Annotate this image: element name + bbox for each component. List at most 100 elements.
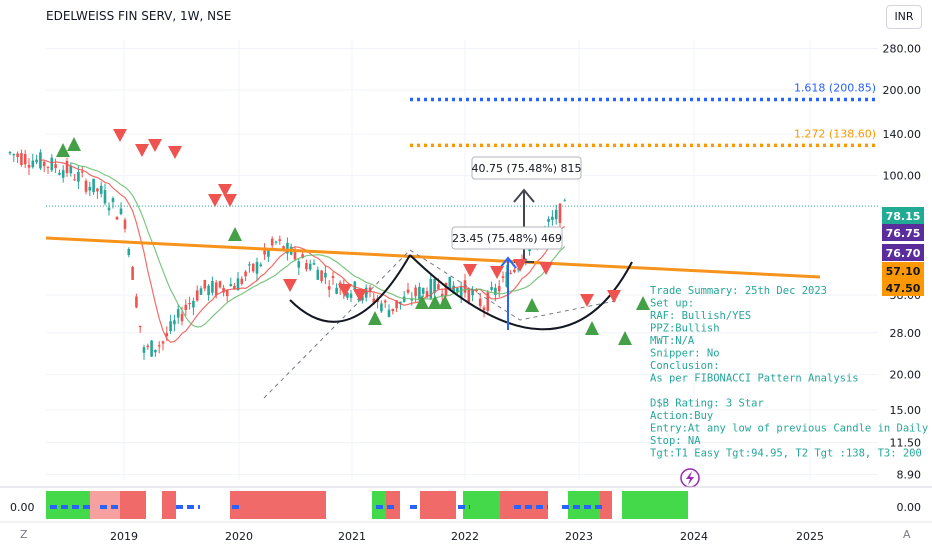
candle-body xyxy=(142,347,146,353)
candle-body xyxy=(99,185,103,194)
price-tick-label: 8.90 xyxy=(897,468,922,481)
trendline xyxy=(45,236,821,279)
indicator-axis-left: 0.00 xyxy=(10,501,35,514)
measure-arrowhead-dark xyxy=(513,188,535,203)
candle-body xyxy=(50,157,54,171)
price-badge xyxy=(882,244,924,261)
candle-body xyxy=(58,172,61,175)
price-badge-label: 76.70 xyxy=(886,247,921,260)
candle-body xyxy=(23,153,27,165)
candle-body xyxy=(316,269,320,280)
candle-body xyxy=(364,287,368,298)
chart-title: EDELWEISS FIN SERV, 1W, NSE xyxy=(46,9,232,23)
candle-body xyxy=(437,284,440,290)
candle-body xyxy=(406,289,410,293)
trade-summary-line: D$B Rating: 3 Star xyxy=(650,398,764,410)
candle-body xyxy=(222,287,225,293)
candle-body xyxy=(353,281,357,290)
buy-signal-icon xyxy=(415,295,429,309)
indicator-bar xyxy=(120,491,146,519)
price-badge-label: 78.15 xyxy=(886,210,921,223)
buy-signal-icon xyxy=(228,227,242,241)
candle-body xyxy=(176,309,180,318)
candle-body xyxy=(195,290,199,301)
sell-signal-icon xyxy=(218,184,232,197)
candle-body xyxy=(293,248,297,260)
candle-body xyxy=(73,179,76,181)
candle-body xyxy=(169,321,172,332)
time-tick-label: 2019 xyxy=(110,530,138,543)
trade-summary-line: Action:Buy xyxy=(650,410,713,422)
auto-scale-toggle-a[interactable]: A xyxy=(903,528,911,541)
sell-signal-icon xyxy=(113,129,127,142)
trade-summary-line: PPZ:Bullish xyxy=(650,323,720,335)
zoom-toggle-z[interactable]: Z xyxy=(20,528,28,541)
trade-summary-line: Stop: NA xyxy=(650,435,701,447)
candle-body xyxy=(211,280,214,293)
candle-body xyxy=(305,263,308,270)
measure-box xyxy=(451,226,563,250)
candle-body xyxy=(180,313,184,322)
candle-body xyxy=(251,263,255,272)
candle-body xyxy=(391,308,395,312)
candle-body xyxy=(547,218,550,222)
candle-body xyxy=(127,248,131,256)
candle-body xyxy=(16,153,19,158)
sell-signal-icon xyxy=(135,144,149,157)
candle-body xyxy=(46,166,50,168)
candle-body xyxy=(61,170,65,178)
candle-body xyxy=(173,320,176,325)
candle-body xyxy=(161,341,165,344)
candle-body xyxy=(433,278,436,293)
candle-body xyxy=(131,266,134,280)
buy-signal-icon xyxy=(525,298,539,312)
candle-body xyxy=(123,219,127,229)
candle-body xyxy=(274,241,278,243)
candle-body xyxy=(410,298,414,301)
indicator-bar xyxy=(162,491,176,519)
trade-summary-line: Snipper: No xyxy=(650,348,720,360)
candle-body xyxy=(188,302,191,305)
candle-body xyxy=(324,272,327,278)
candle-body xyxy=(516,268,520,270)
candle-body xyxy=(368,287,372,292)
candle-body xyxy=(327,286,331,290)
indicator-axis-right: 0.00 xyxy=(897,501,922,514)
candle-body xyxy=(383,300,387,303)
trade-summary-line: Tgt:T1 Easy Tgt:94.95, T2 Tgt :138, T3: … xyxy=(650,448,922,460)
price-tick-label: 11.50 xyxy=(890,437,922,450)
buy-signal-icon xyxy=(636,296,650,310)
price-tick-label: 140.00 xyxy=(883,128,922,141)
candle-body xyxy=(65,160,69,174)
candle-body xyxy=(107,207,111,211)
time-tick-label: 2024 xyxy=(680,530,708,543)
candle-body xyxy=(452,285,455,293)
candle-body xyxy=(456,288,459,293)
candle-body xyxy=(80,171,84,173)
candles-layer xyxy=(8,149,567,360)
candle-body xyxy=(214,282,218,296)
candle-body xyxy=(297,261,301,268)
candle-body xyxy=(282,246,285,251)
sell-signal-icon xyxy=(353,289,367,302)
candle-body xyxy=(490,287,493,290)
indicator-panel xyxy=(46,491,688,519)
candle-body xyxy=(494,287,497,295)
candle-body xyxy=(308,263,312,270)
indicator-bar xyxy=(622,491,688,519)
measure-box-label: 40.75 (75.48%) 815 xyxy=(471,162,581,175)
candle-body xyxy=(278,239,282,241)
candle-body xyxy=(418,286,421,300)
indicator-bar xyxy=(420,491,456,519)
buy-signal-icon xyxy=(585,321,599,335)
candle-body xyxy=(225,289,229,297)
candle-body xyxy=(429,279,433,299)
candle-body xyxy=(135,296,138,308)
candle-body xyxy=(554,210,558,220)
currency-button[interactable]: INR xyxy=(886,5,922,29)
candle-body xyxy=(331,276,335,278)
axes-layer: 280.00200.00140.00100.0038.0028.0020.001… xyxy=(0,43,932,543)
candle-body xyxy=(184,304,188,310)
trade-summary-line: MWT:N/A xyxy=(650,335,695,347)
